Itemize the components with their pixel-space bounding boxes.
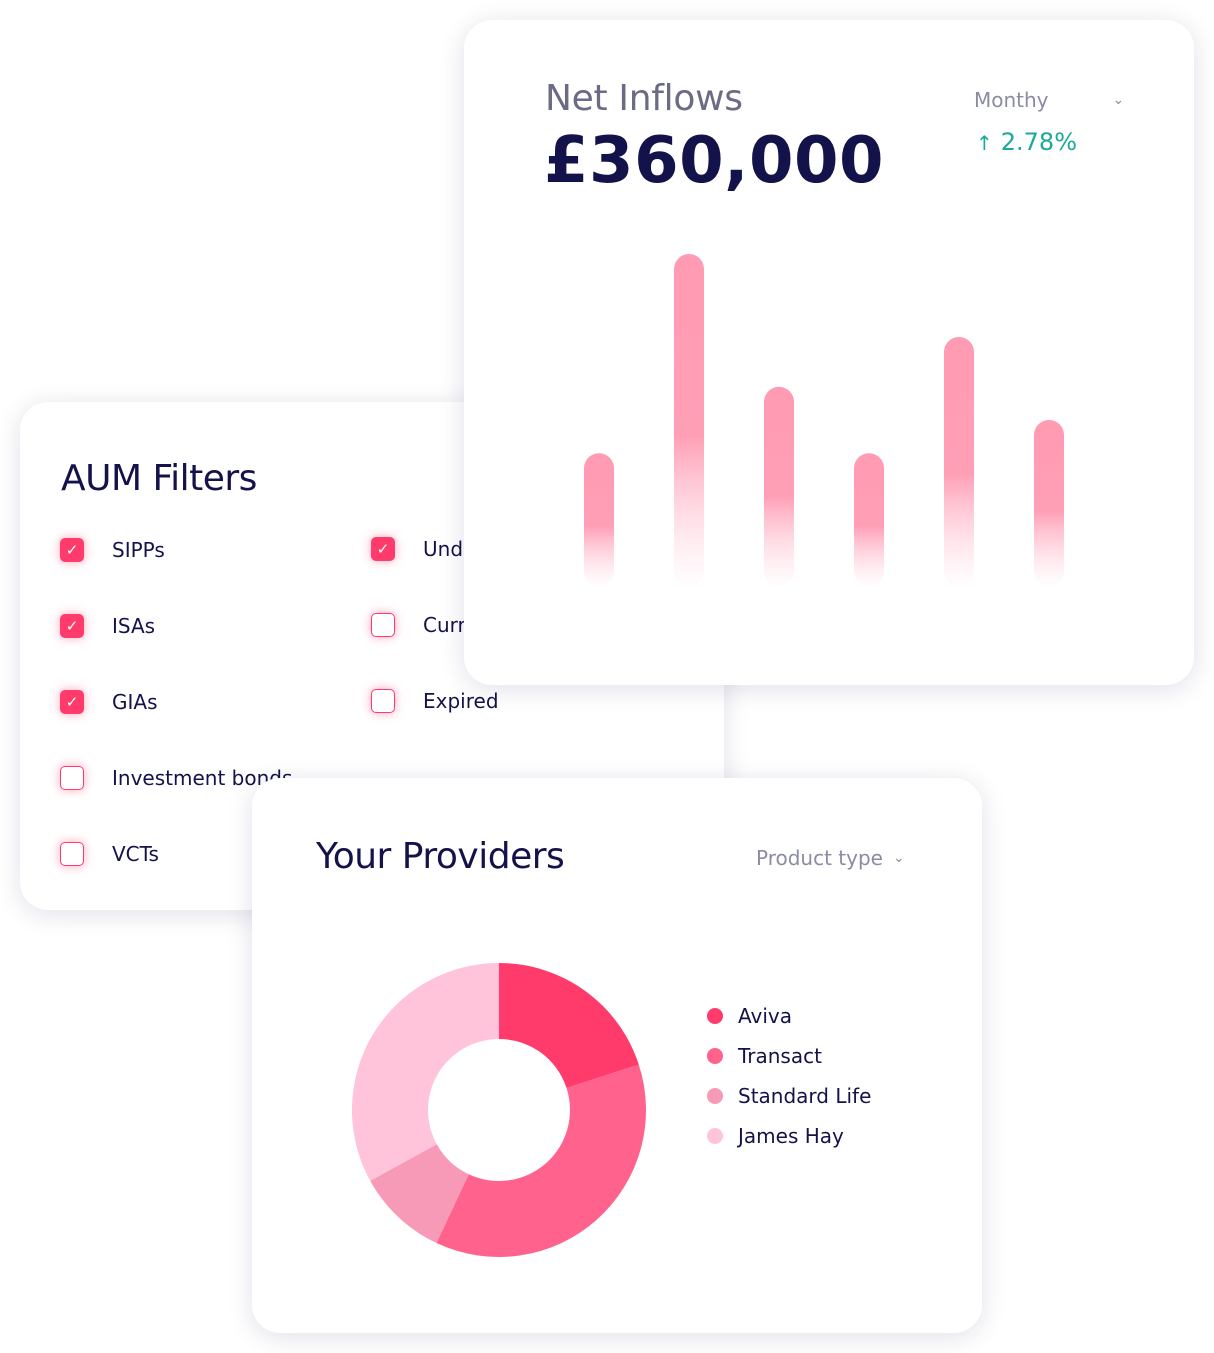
change-value: 2.78% (1000, 128, 1078, 156)
filter-label: VCTs (112, 842, 159, 866)
net-inflows-title: Net Inflows (545, 78, 743, 119)
arrow-up-icon: ↑ (976, 131, 993, 155)
donut-slice-standard-life (370, 1144, 469, 1244)
legend-item: James Hay (707, 1116, 871, 1156)
filter-und[interactable]: ✓ Und (371, 537, 463, 561)
providers-donut-chart (351, 963, 646, 1257)
legend-label: Transact (738, 1044, 822, 1068)
change-indicator: ↑ 2.78% (976, 128, 1077, 156)
legend-item: Aviva (707, 996, 871, 1036)
providers-title: Your Providers (316, 836, 565, 877)
bar-1 (674, 254, 704, 586)
legend-label: Standard Life (738, 1084, 872, 1108)
filter-label: Expired (423, 689, 499, 713)
bar-4 (944, 337, 974, 586)
legend-item: Standard Life (707, 1076, 871, 1116)
net-inflows-card: Net Inflows £360,000 Monthy ⌄ ↑ 2.78% (464, 20, 1194, 685)
bar-3 (854, 453, 884, 586)
checkbox-gias[interactable]: ✓ (60, 690, 84, 714)
chevron-down-icon: ⌄ (1112, 92, 1125, 108)
filter-label: SIPPs (112, 538, 165, 562)
filter-gias[interactable]: ✓ GIAs (60, 690, 158, 714)
donut-slice-james-hay (351, 963, 499, 1181)
providers-legend: Aviva Transact Standard Life James Hay (707, 996, 871, 1156)
legend-dot (707, 1128, 723, 1144)
filter-label: Curr (423, 613, 466, 637)
aum-filters-title: AUM Filters (61, 458, 257, 499)
period-label: Monthy (974, 88, 1049, 112)
checkbox-sipps[interactable]: ✓ (60, 538, 84, 562)
checkbox-curr[interactable] (371, 613, 395, 637)
net-inflows-amount: £360,000 (544, 124, 885, 198)
legend-dot (707, 1088, 723, 1104)
donut-slice-aviva (499, 963, 639, 1089)
period-dropdown[interactable]: Monthy ⌄ (974, 88, 1124, 112)
filter-vcts[interactable]: VCTs (60, 842, 159, 866)
checkbox-isas[interactable]: ✓ (60, 614, 84, 638)
chevron-down-icon: ⌄ (892, 850, 905, 866)
filter-isas[interactable]: ✓ ISAs (60, 614, 155, 638)
checkbox-expired[interactable] (371, 689, 395, 713)
checkbox-vcts[interactable] (60, 842, 84, 866)
legend-label: Aviva (738, 1004, 792, 1028)
filter-investment-bonds[interactable]: Investment bonds (60, 766, 292, 790)
bar-5 (1034, 420, 1064, 586)
legend-dot (707, 1008, 723, 1024)
bar-2 (764, 386, 794, 586)
legend-item: Transact (707, 1036, 871, 1076)
legend-dot (707, 1048, 723, 1064)
filter-curr[interactable]: Curr (371, 613, 466, 637)
product-type-dropdown[interactable]: Product type ⌄ (756, 846, 905, 870)
filter-label: Und (423, 537, 464, 561)
filter-sipps[interactable]: ✓ SIPPs (60, 538, 165, 562)
providers-card: Your Providers Product type ⌄ Aviva Tran… (252, 778, 982, 1333)
filter-label: GIAs (112, 690, 158, 714)
checkbox-und[interactable]: ✓ (371, 537, 395, 561)
bar-0 (584, 453, 614, 586)
checkbox-investment-bonds[interactable] (60, 766, 84, 790)
product-type-label: Product type (756, 846, 883, 870)
legend-label: James Hay (738, 1124, 844, 1148)
net-inflows-bar-chart (584, 254, 1064, 586)
filter-expired[interactable]: Expired (371, 689, 499, 713)
filter-label: ISAs (112, 614, 156, 638)
donut-slice-transact (436, 1064, 646, 1257)
